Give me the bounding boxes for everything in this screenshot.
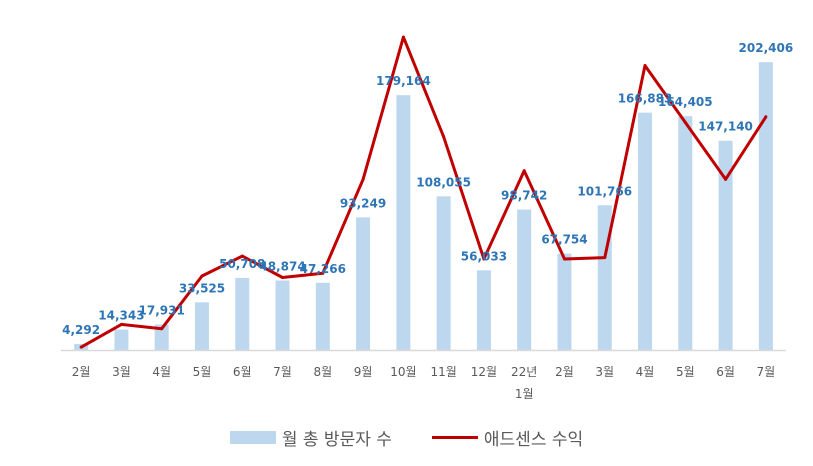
line-point-13 [562, 257, 566, 261]
data-label-6: 48,874 [259, 259, 305, 273]
x-tick-label-3: 4월 [152, 365, 171, 379]
x-tick-label-13: 2월 [555, 365, 574, 379]
data-label-4: 33,525 [179, 281, 225, 295]
bar-16 [678, 116, 693, 350]
x-tick-label-6: 7월 [273, 365, 292, 379]
legend-swatch-line [431, 435, 478, 439]
line-point-18 [764, 115, 768, 119]
data-label-2: 14,343 [98, 309, 144, 323]
bar-3 [154, 324, 169, 350]
bar-9 [396, 95, 411, 350]
bar-7 [315, 282, 330, 350]
bar-4 [194, 302, 209, 350]
line-point-8 [361, 177, 365, 181]
data-label-17: 147,140 [698, 120, 753, 134]
data-label-18: 202,406 [739, 41, 794, 55]
line-point-5 [240, 254, 244, 258]
data-label-16: 164,405 [658, 95, 713, 109]
data-label-3: 17,931 [139, 303, 185, 317]
bar-18 [758, 62, 773, 350]
x-tick-label-14: 3월 [595, 365, 614, 379]
data-label-5: 50,708 [219, 257, 265, 271]
x-tick-label-1: 2월 [72, 365, 91, 379]
data-label-12: 98,742 [501, 189, 547, 203]
line-point-4 [200, 274, 204, 278]
legend: 월 총 방문자 수 애드센스 수익 [0, 422, 813, 452]
legend-item-line: 애드센스 수익 [431, 425, 584, 450]
x-tick-label-9: 10월 [390, 365, 416, 379]
line-point-11 [482, 257, 486, 261]
line-point-6 [281, 275, 285, 279]
line-point-17 [724, 177, 728, 181]
bar-6 [275, 280, 290, 350]
bar-2 [114, 329, 129, 350]
bar-10 [436, 196, 451, 350]
x-tick-label-8: 9월 [354, 365, 373, 379]
bar-15 [638, 112, 653, 350]
legend-item-bar: 월 총 방문자 수 [229, 425, 392, 450]
line-point-16 [683, 120, 687, 124]
x-tick-label-15: 4월 [636, 365, 655, 379]
bar-17 [718, 140, 733, 350]
data-label-8: 93,249 [340, 196, 386, 210]
x-tick-label-11: 12월 [471, 365, 497, 379]
line-point-2 [119, 322, 123, 326]
data-label-1: 4,292 [62, 323, 100, 337]
line-point-9 [401, 35, 405, 39]
revenue-line [80, 35, 768, 349]
x-tick-label-5: 6월 [233, 365, 252, 379]
data-label-13: 67,754 [541, 233, 587, 247]
bar-14 [597, 205, 612, 350]
x-tick-label-7: 8월 [313, 365, 332, 379]
line-point-10 [442, 135, 446, 139]
line-point-14 [603, 256, 607, 260]
data-label-7: 47,266 [300, 262, 346, 276]
x-tick-label-4: 5월 [193, 365, 212, 379]
bar-5 [235, 277, 250, 350]
data-label-14: 101,766 [577, 184, 632, 198]
x-tick-label-17: 6월 [716, 365, 735, 379]
x-tick-label-2: 3월 [112, 365, 131, 379]
x-tick-label-12: 22년 [511, 365, 537, 379]
x-tick-label-10: 11월 [430, 365, 456, 379]
data-label-11: 56,033 [461, 249, 507, 263]
bar-12 [517, 209, 532, 350]
bar-13 [557, 253, 572, 350]
bar-11 [476, 270, 491, 350]
line-point-7 [321, 271, 325, 275]
data-label-15: 166,883 [618, 92, 673, 106]
legend-label-line: 애드센스 수익 [483, 429, 584, 450]
line-point-12 [522, 169, 526, 173]
legend-label-bar: 월 총 방문자 수 [281, 429, 392, 450]
line-point-3 [160, 327, 164, 331]
line-point-15 [643, 64, 647, 68]
data-label-9: 179,164 [376, 74, 431, 88]
x-tick-sublabel-12: 1월 [515, 387, 534, 401]
bar-8 [356, 217, 371, 350]
x-tick-label-16: 5월 [676, 365, 695, 379]
x-tick-label-18: 7월 [757, 365, 776, 379]
legend-swatch-bar [229, 430, 276, 444]
line-point-1 [79, 345, 83, 349]
data-label-10: 108,055 [416, 175, 471, 189]
